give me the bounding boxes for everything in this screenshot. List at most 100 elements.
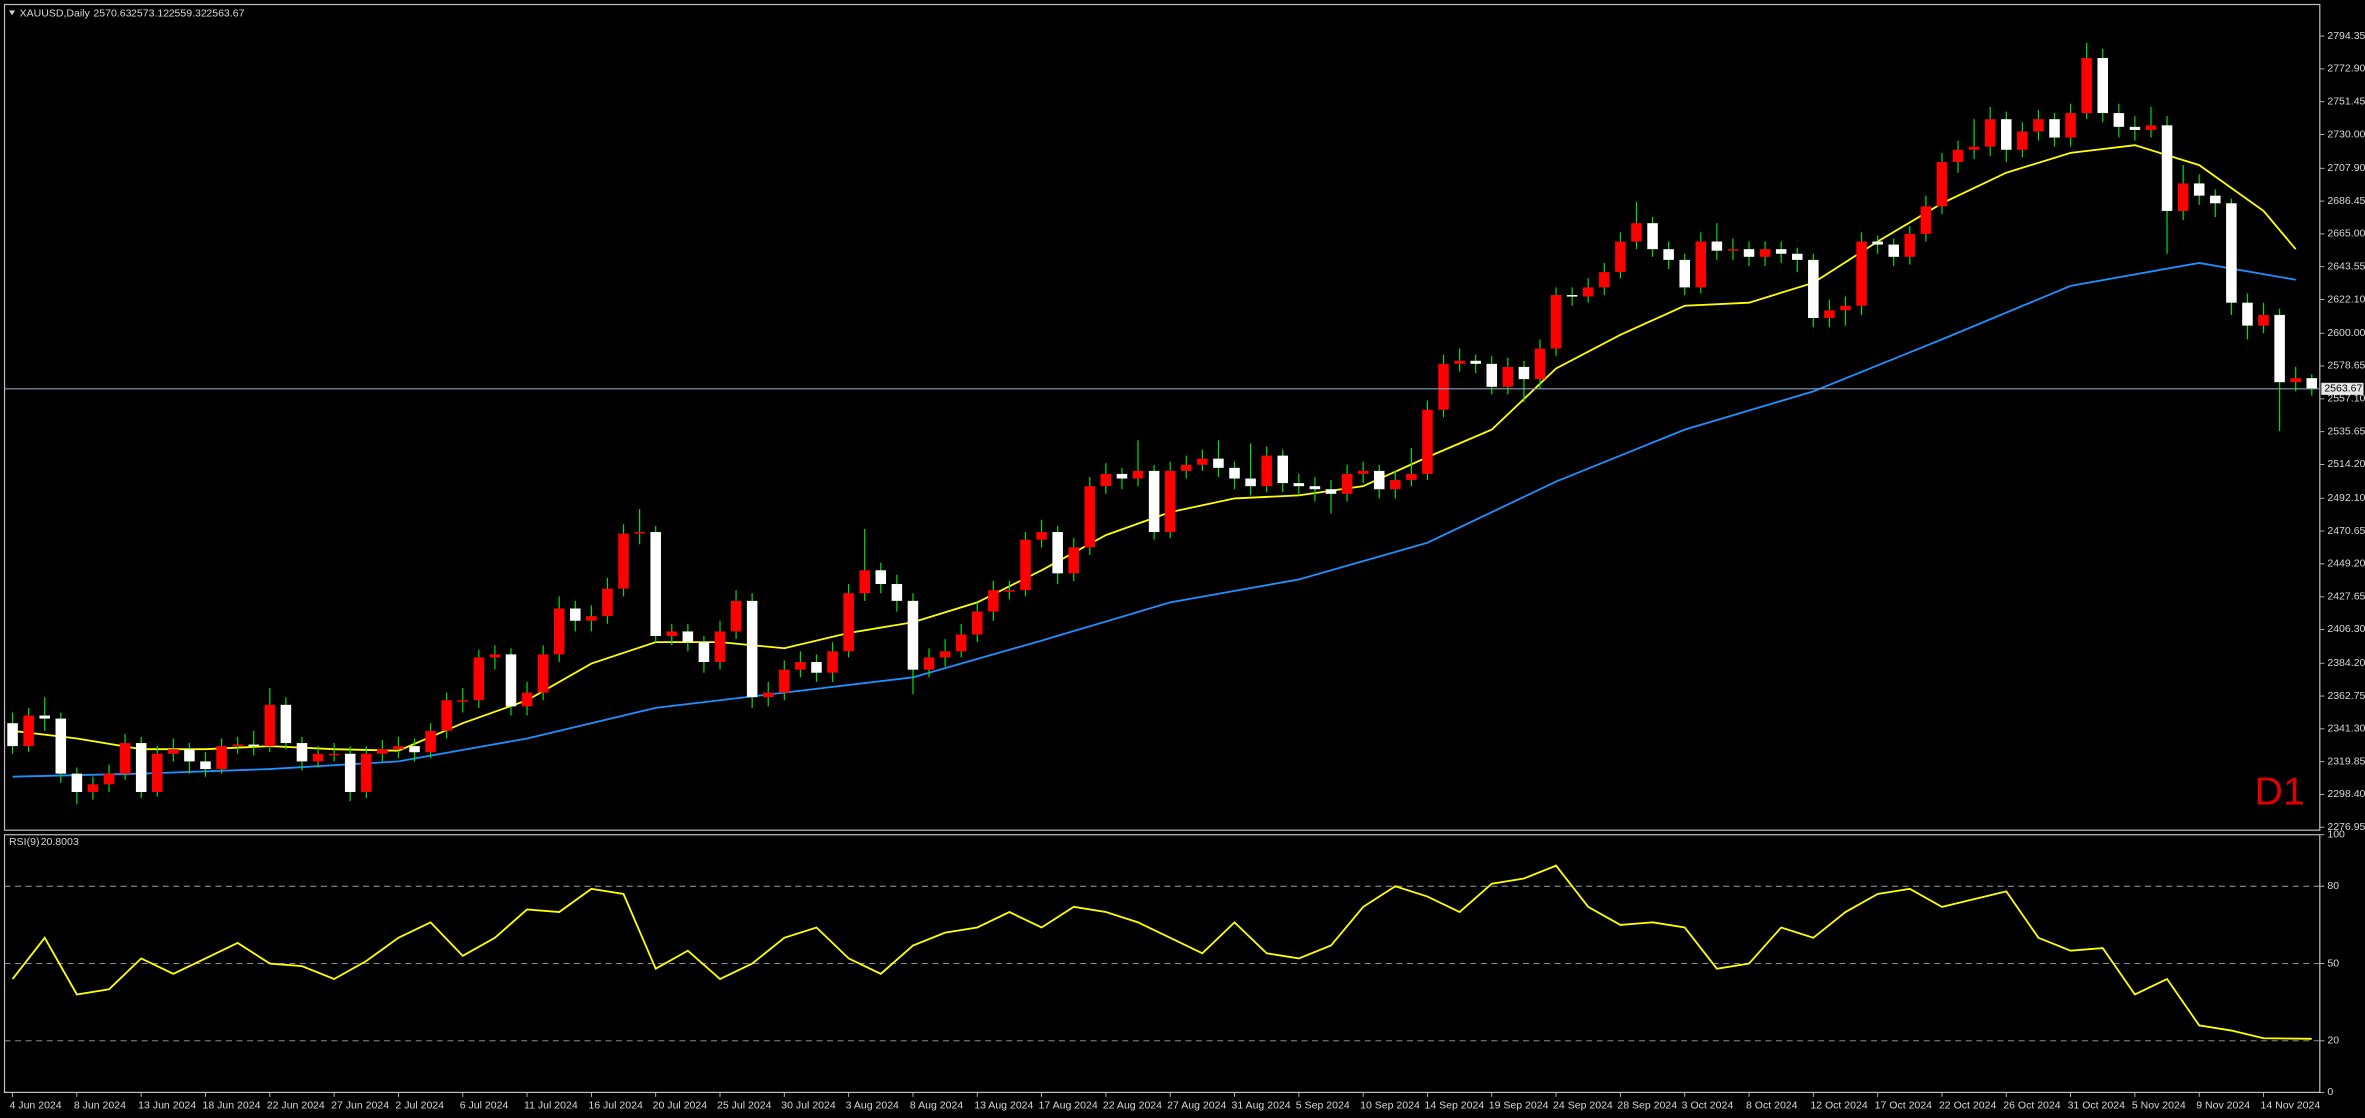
candle-body [1181,464,1192,471]
candle-body [1004,590,1015,592]
candle-body [2193,183,2205,196]
x-tick-label: 12 Oct 2024 [1810,1100,1868,1112]
x-tick-label: 28 Sep 2024 [1617,1100,1677,1112]
moving-average [12,262,2296,778]
candle-body [168,749,179,754]
candle-body [971,611,983,635]
candle-body [1615,241,1626,273]
x-tick-label: 13 Jun 2024 [138,1100,196,1112]
rsi-name: RSI(9) [9,836,39,848]
x-tick-label: 3 Aug 2024 [846,1100,899,1112]
y-tick-label: 2427.65 [2327,591,2365,603]
candle-body [1373,470,1385,490]
candle-body [216,746,227,770]
main-frame [3,3,2321,831]
candle-body [361,753,372,792]
x-tick-label: 31 Oct 2024 [2068,1100,2126,1112]
candle-body [2242,302,2253,326]
menu-arrow[interactable] [9,10,16,16]
candle-body [2177,183,2189,211]
candle-body [907,600,919,670]
y-tick-label: 2276.95 [2327,821,2365,833]
symbol-title: XAUUSD,Daily [20,7,91,19]
candle-body [1856,241,1867,306]
y-tick-label: 2406.30 [2327,623,2365,635]
candle-body [1647,223,1658,250]
candle-body [1229,467,1240,479]
candle-body [296,743,308,762]
y-tick-label: 20 [2327,1035,2339,1047]
y-tick-label: 2319.85 [2327,755,2365,767]
x-tick-label: 19 Sep 2024 [1489,1100,1549,1112]
current-price-box [2321,382,2364,395]
candle-body [2113,113,2125,127]
y-tick-label: 50 [2327,957,2339,969]
candle-body [730,600,742,632]
x-tick-label: 16 Jul 2024 [588,1100,643,1112]
candle-body [280,704,292,744]
y-tick-label: 80 [2327,880,2339,892]
candle-body [1711,241,1723,251]
candle-body [1727,249,1739,251]
candle-body [1245,478,1256,487]
candle-body [23,715,34,747]
x-tick-label: 4 Jun 2024 [10,1100,62,1112]
candle-body [1936,162,1948,207]
candle-body [537,654,549,693]
candle-body [1518,366,1530,380]
current-price-label: 2563.67 [2324,383,2362,395]
candle-body [473,657,485,701]
timeframe-label: D1 [2255,770,2305,813]
candle-body [602,588,613,617]
candle-body [2306,378,2318,389]
candle-body [71,773,83,792]
candle-body [1148,470,1160,533]
y-tick-label: 2384.20 [2327,657,2365,669]
candle-body [1213,458,1224,468]
candle-body [666,631,678,637]
candle-body [1454,360,1465,364]
x-tick-label: 10 Sep 2024 [1360,1100,1420,1112]
ohlc-high: 2573.12 [131,7,169,19]
candle-body [1438,363,1449,410]
candle-body [264,704,276,747]
candle-body [1631,223,1642,242]
candle-body [553,608,565,655]
x-tick-label: 11 Jul 2024 [524,1100,578,1112]
candle-body [312,753,324,762]
candle-body [1759,249,1771,257]
x-tick-label: 5 Nov 2024 [2132,1100,2186,1112]
candle-body [698,642,710,663]
candle-body [634,532,645,534]
candle-body [521,692,533,707]
candle-body [2258,314,2269,326]
candle-body [1116,473,1128,479]
x-tick-label: 8 Jun 2024 [74,1100,126,1112]
x-tick-label: 18 Jun 2024 [202,1100,260,1112]
candle-body [795,662,806,670]
candle-body [1406,473,1417,481]
candle-body [923,657,935,670]
candle-body [618,533,629,589]
candle-body [1036,532,1047,540]
y-tick-label: 2622.10 [2327,293,2365,305]
x-tick-label: 3 Oct 2024 [1682,1100,1734,1112]
candle-body [1824,310,1835,318]
x-tick-label: 22 Jun 2024 [267,1100,325,1112]
y-tick-label: 2772.90 [2327,63,2365,75]
candle-body [1357,470,1369,474]
candle-body [1952,149,1964,163]
candle-body [2210,195,2221,204]
candle-body [1197,458,1208,465]
y-tick-label: 2686.45 [2327,195,2365,207]
candle-body [1020,539,1031,591]
candle-body [151,753,163,792]
candle-body [1599,272,1610,288]
x-tick-label: 8 Aug 2024 [910,1100,963,1112]
candle-body [7,723,18,747]
y-tick-label: 2514.20 [2327,458,2365,470]
candle-body [859,570,870,594]
ohlc-open: 2570.63 [93,7,131,19]
